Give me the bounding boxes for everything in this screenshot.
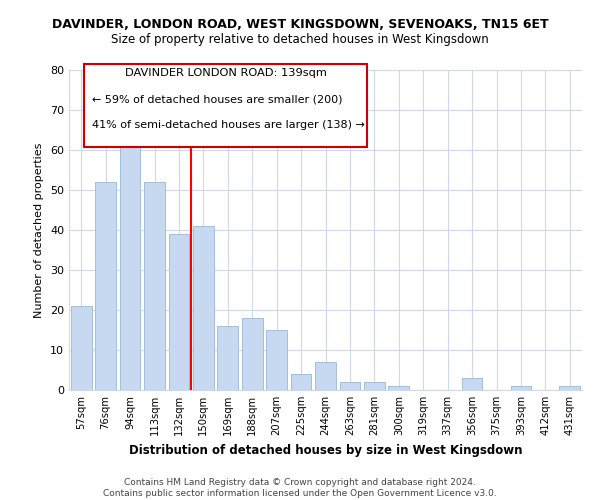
Y-axis label: Number of detached properties: Number of detached properties [34,142,44,318]
Bar [315,362,336,390]
Text: Size of property relative to detached houses in West Kingsdown: Size of property relative to detached ho… [111,34,489,46]
Bar [119,122,140,390]
Text: DAVINDER LONDON ROAD: 139sqm: DAVINDER LONDON ROAD: 139sqm [125,68,326,78]
FancyBboxPatch shape [85,64,367,147]
Text: ← 59% of detached houses are smaller (200): ← 59% of detached houses are smaller (20… [92,94,343,104]
Bar [144,182,165,390]
Bar [193,226,214,390]
Bar [364,382,385,390]
Bar [559,386,580,390]
Bar [290,374,311,390]
Bar [266,330,287,390]
Bar [71,306,92,390]
Bar [95,182,116,390]
Bar [340,382,361,390]
Bar [169,234,190,390]
Text: Contains HM Land Registry data © Crown copyright and database right 2024.
Contai: Contains HM Land Registry data © Crown c… [103,478,497,498]
Bar [461,378,482,390]
Text: 41% of semi-detached houses are larger (138) →: 41% of semi-detached houses are larger (… [92,120,365,130]
Bar [511,386,532,390]
Text: DAVINDER, LONDON ROAD, WEST KINGSDOWN, SEVENOAKS, TN15 6ET: DAVINDER, LONDON ROAD, WEST KINGSDOWN, S… [52,18,548,30]
Bar [388,386,409,390]
Bar [217,326,238,390]
Bar [242,318,263,390]
X-axis label: Distribution of detached houses by size in West Kingsdown: Distribution of detached houses by size … [129,444,522,456]
